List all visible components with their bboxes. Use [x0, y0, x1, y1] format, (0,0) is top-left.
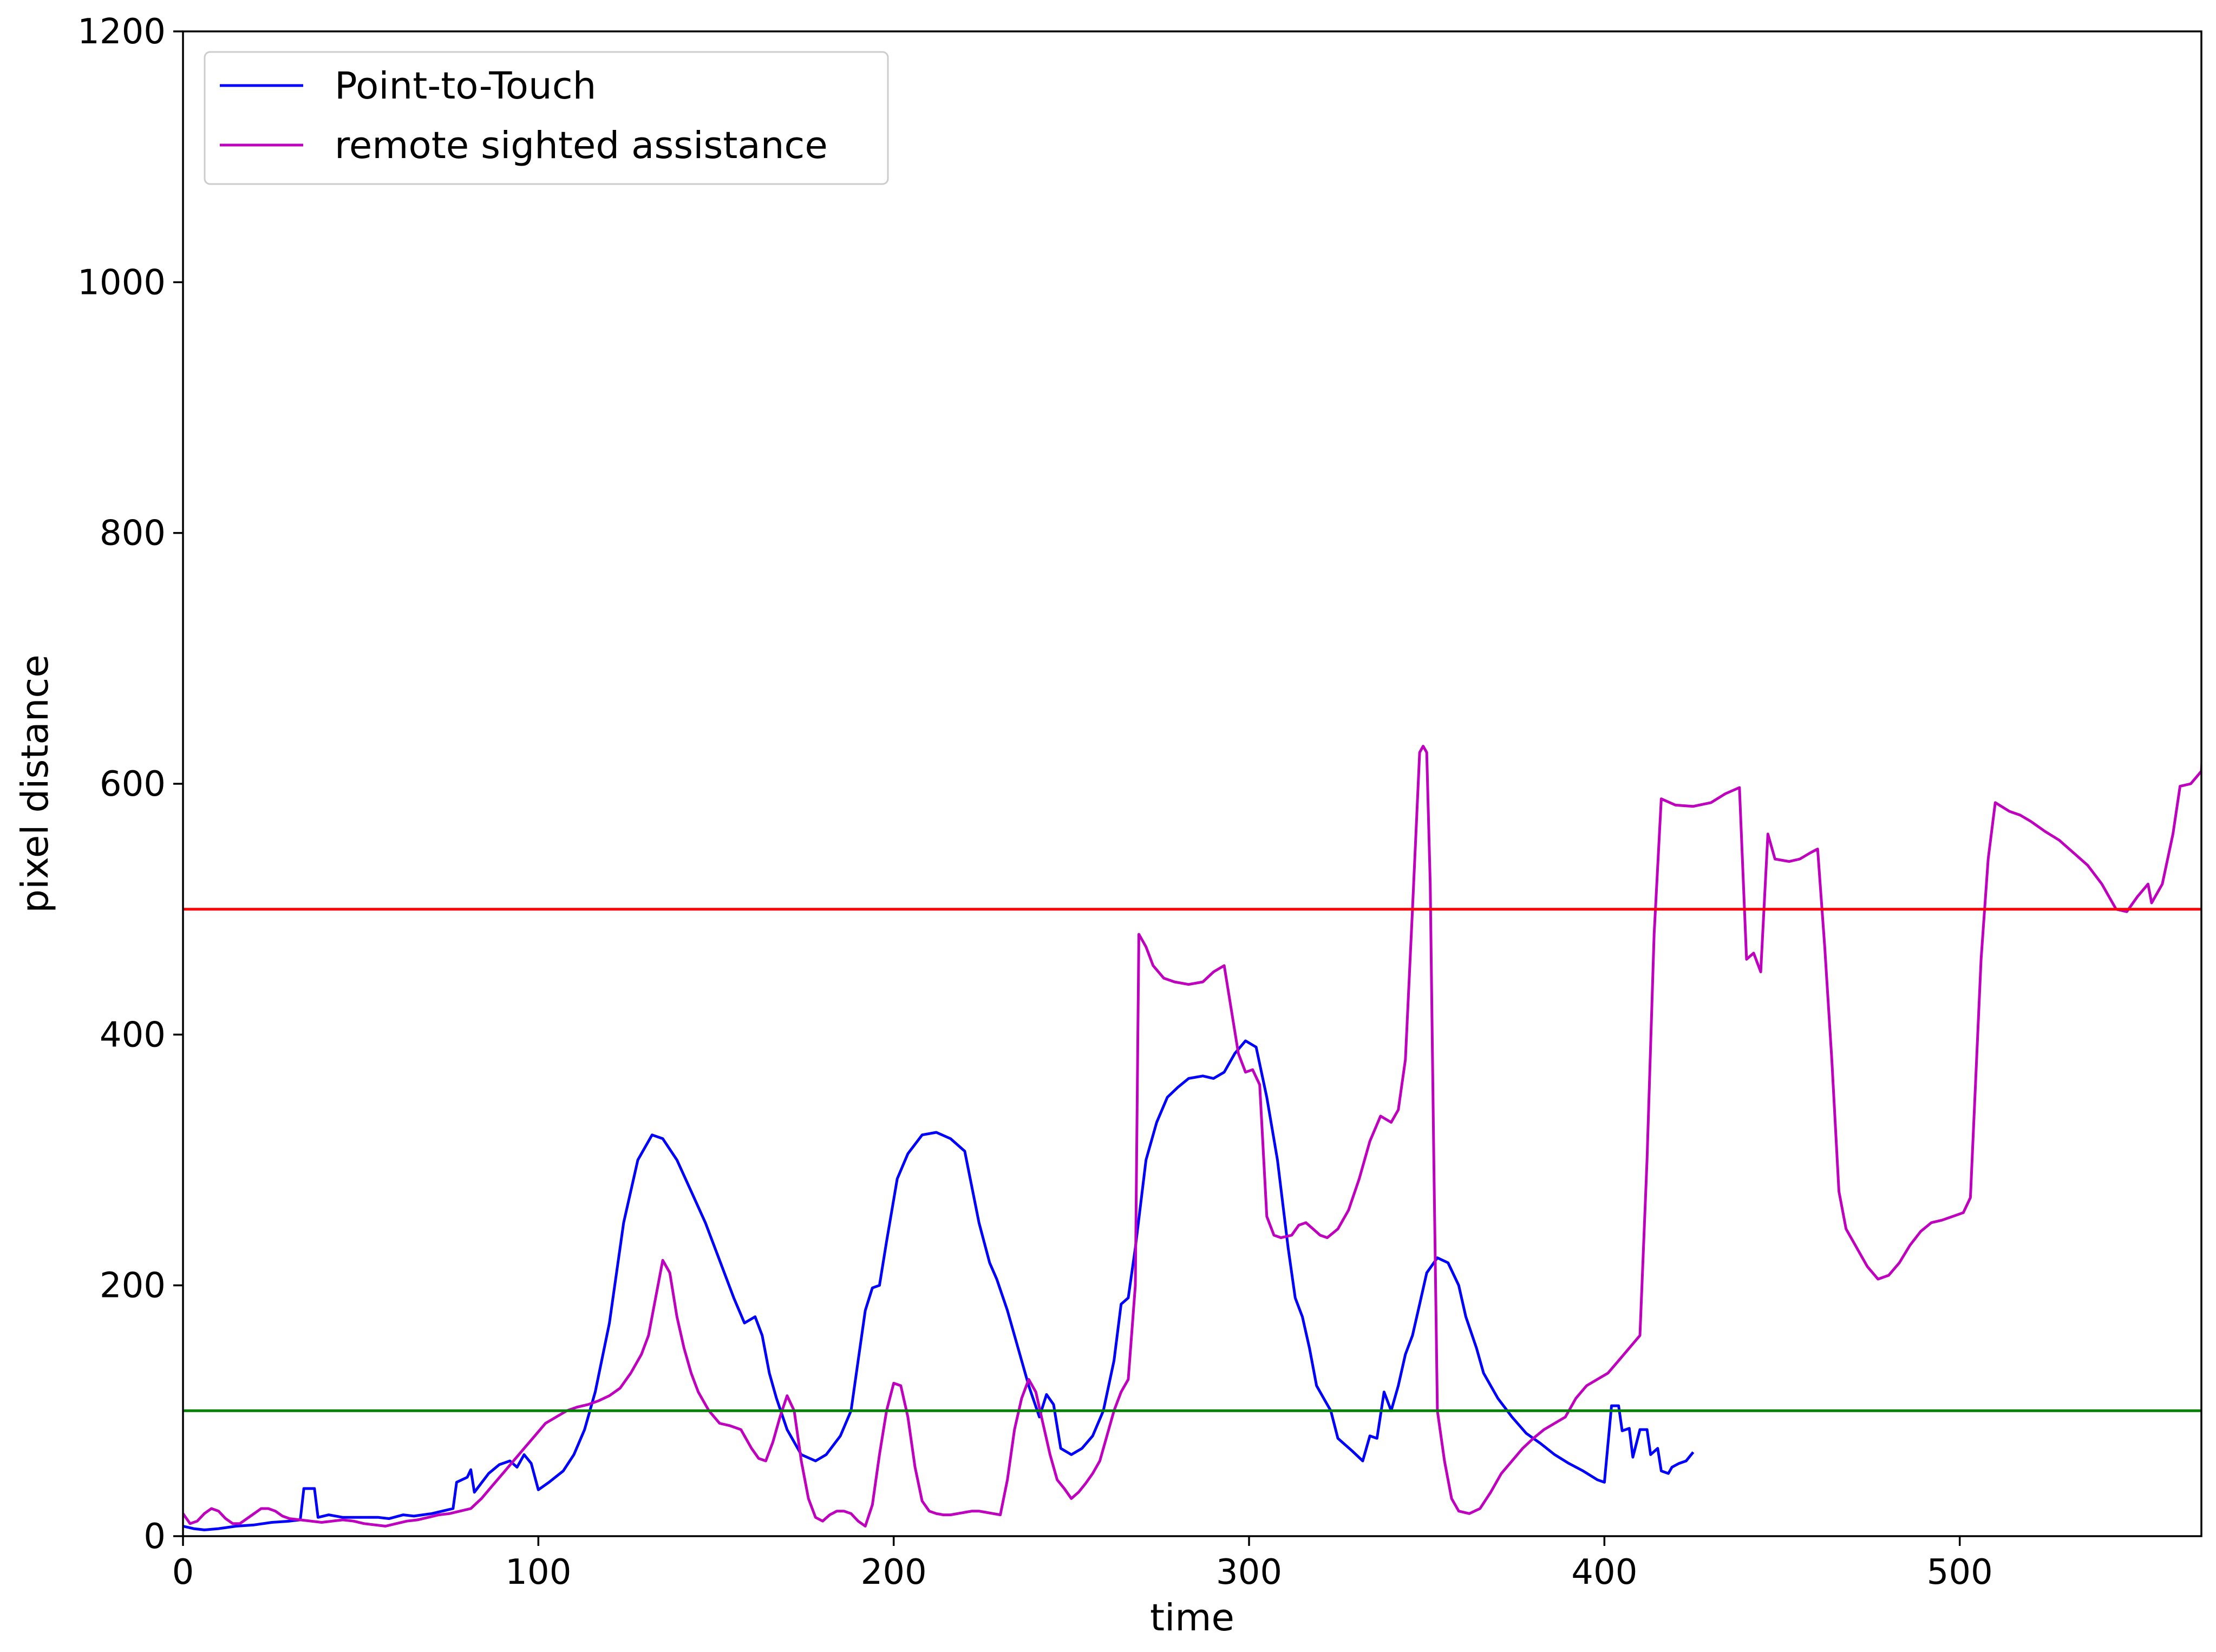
legend-box [204, 51, 889, 185]
x-tick-label: 400 [1571, 1552, 1637, 1592]
y-axis: 0 200 400 600 800 1000 1200 [77, 12, 183, 1557]
x-tick-label: 300 [1216, 1552, 1282, 1592]
y-tick-label: 400 [100, 1015, 166, 1055]
x-axis-label: time [1150, 1596, 1234, 1640]
x-axis: 0 100 200 300 400 500 [172, 1536, 1993, 1592]
series-line-1 [183, 745, 2201, 1528]
legend: Point-to-Touch remote sighted assistance [204, 51, 889, 185]
y-tick-label: 200 [100, 1266, 166, 1306]
legend-label: Point-to-Touch [335, 64, 596, 108]
plot-frame [182, 30, 2202, 1537]
y-tick-label: 600 [100, 764, 166, 804]
series-line-0 [183, 1039, 1695, 1531]
y-tick-label: 0 [143, 1517, 166, 1557]
series-layer [183, 745, 2201, 1531]
x-tick-label: 200 [861, 1552, 927, 1592]
y-tick-label: 800 [100, 514, 166, 554]
legend-label: remote sighted assistance [335, 124, 828, 167]
x-tick-label: 500 [1927, 1552, 1993, 1592]
y-tick-label: 1200 [77, 12, 166, 52]
x-tick-label: 0 [172, 1552, 194, 1592]
y-axis-label: pixel distance [14, 654, 57, 913]
y-tick-label: 1000 [77, 263, 166, 303]
x-tick-label: 100 [505, 1552, 571, 1592]
